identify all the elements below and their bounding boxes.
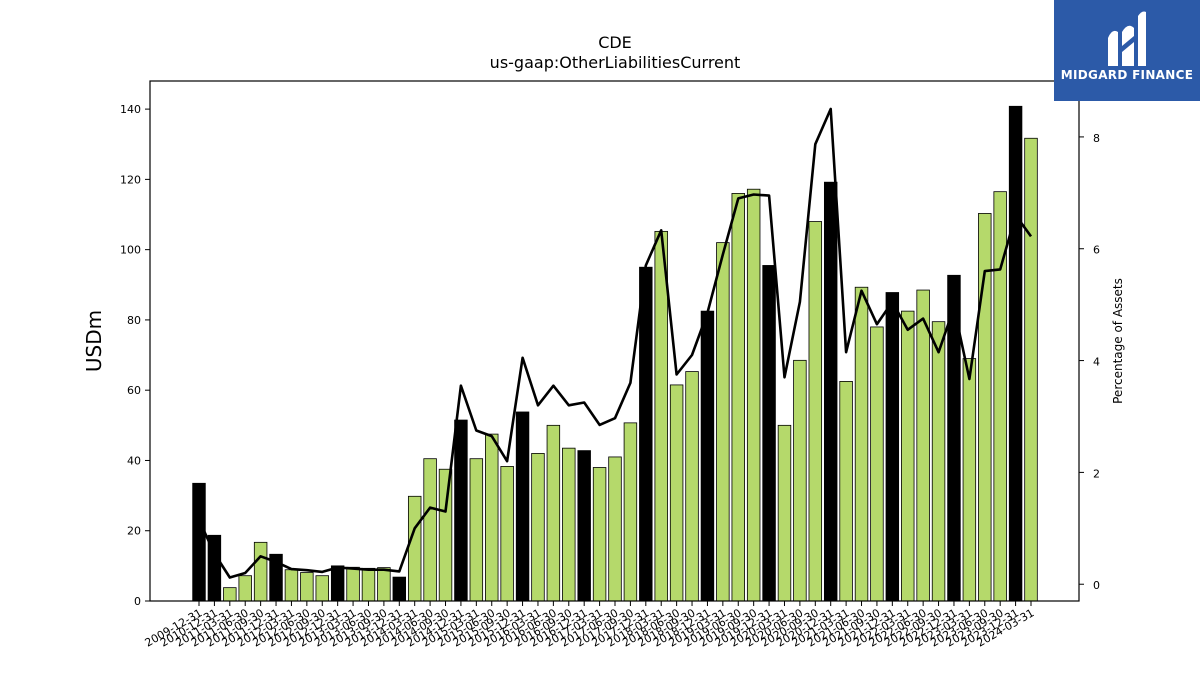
bar-2018-03-31 — [654, 230, 668, 602]
bar-2017-12-31 — [639, 266, 653, 602]
bar-2023-12-31 — [1008, 105, 1023, 602]
logo-text: MIDGARD FINANCE — [1060, 68, 1194, 82]
y-tick-label: 20 — [127, 525, 141, 538]
y2-axis-label: Percentage of Assets — [1111, 278, 1125, 404]
y-tick-label: 40 — [127, 454, 141, 467]
y2-tick-label: 2 — [1093, 467, 1100, 480]
bar-2014-09-30 — [438, 468, 453, 602]
right-axis-ticks: 0 2 4 6 8 — [1079, 132, 1100, 592]
midgard-logo: MIDGARD FINANCE — [1054, 0, 1200, 101]
bar-2021-03-31 — [839, 381, 853, 602]
y-tick-label: 100 — [120, 244, 141, 257]
bar-2015-12-31 — [515, 411, 530, 602]
bar-2011-03-31 — [223, 587, 237, 602]
bar-2015-03-31 — [469, 458, 484, 602]
bar-2020-06-30 — [793, 359, 807, 602]
y2-tick-label: 8 — [1093, 132, 1100, 145]
line-series-group — [197, 107, 1033, 579]
bar-2011-06-30 — [238, 575, 252, 602]
bar-2009-12-31 — [192, 482, 206, 602]
bar-2022-03-31 — [901, 310, 915, 602]
bar-2014-06-30 — [423, 458, 437, 602]
y2-tick-label: 6 — [1093, 244, 1100, 257]
bar-2012-03-31 — [284, 569, 299, 602]
bar-2017-03-31 — [592, 467, 607, 602]
bar-2023-03-31 — [962, 358, 977, 602]
bar-2016-12-31 — [577, 450, 591, 602]
y-tick-label: 0 — [134, 595, 141, 608]
bar-2021-12-31 — [885, 292, 900, 602]
y-axis-label: USDm — [82, 310, 106, 372]
y-tick-label: 60 — [127, 384, 141, 397]
bar-2013-03-31 — [346, 566, 360, 602]
bar-2013-09-30 — [377, 567, 391, 602]
bar-2015-06-30 — [485, 433, 499, 602]
bar-2019-03-31 — [716, 242, 730, 602]
y-tick-label: 140 — [120, 103, 141, 116]
percentage-line — [197, 107, 1033, 579]
bar-2014-03-31 — [407, 495, 422, 602]
bar-2017-09-30 — [623, 422, 638, 602]
bar-2013-06-30 — [361, 567, 376, 602]
bar-series — [192, 105, 1038, 602]
bar-2020-03-31 — [777, 424, 792, 602]
bar-2015-09-30 — [500, 466, 514, 602]
y-tick-label: 120 — [120, 173, 141, 186]
bar-2016-06-30 — [546, 424, 561, 602]
y2-tick-label: 0 — [1093, 579, 1100, 592]
bar-2012-12-31 — [330, 565, 345, 602]
bar-2020-12-31 — [823, 181, 838, 602]
bar-2020-09-30 — [808, 221, 823, 602]
chart-subtitle: us-gaap:OtherLiabilitiesCurrent — [490, 53, 741, 72]
bar-2019-09-30 — [746, 188, 761, 602]
bar-2012-06-30 — [300, 572, 314, 602]
bar-2021-06-30 — [854, 286, 869, 602]
bar-2019-06-30 — [731, 193, 745, 602]
bar-2022-09-30 — [931, 321, 946, 602]
bar-2017-06-30 — [608, 456, 622, 602]
midgard-logo-icon — [1108, 11, 1146, 66]
bar-2019-12-31 — [762, 265, 776, 602]
bar-2018-12-31 — [700, 310, 715, 602]
y2-tick-label: 4 — [1093, 356, 1100, 369]
plot-frame — [149, 80, 1080, 602]
bar-2021-09-30 — [870, 326, 884, 602]
bar-2018-09-30 — [685, 371, 699, 602]
y-tick-label: 80 — [127, 314, 141, 327]
bar-2016-09-30 — [562, 447, 576, 602]
bar-2013-12-31 — [392, 576, 407, 602]
bar-2022-06-30 — [916, 289, 930, 602]
x-axis-ticks: 2009-12-312010-12-312011-03-312011-06-30… — [143, 601, 1037, 650]
chart-title: CDE — [598, 33, 632, 52]
bar-2016-03-31 — [531, 453, 545, 602]
bar-2011-09-30 — [253, 541, 268, 602]
bar-2018-06-30 — [669, 384, 684, 602]
bar-2014-12-31 — [454, 419, 468, 602]
left-axis-ticks: 0 20 40 60 80 100 120 140 — [120, 103, 150, 608]
bar-2012-09-30 — [315, 575, 329, 602]
bar-2024-03-31 — [1024, 137, 1038, 602]
